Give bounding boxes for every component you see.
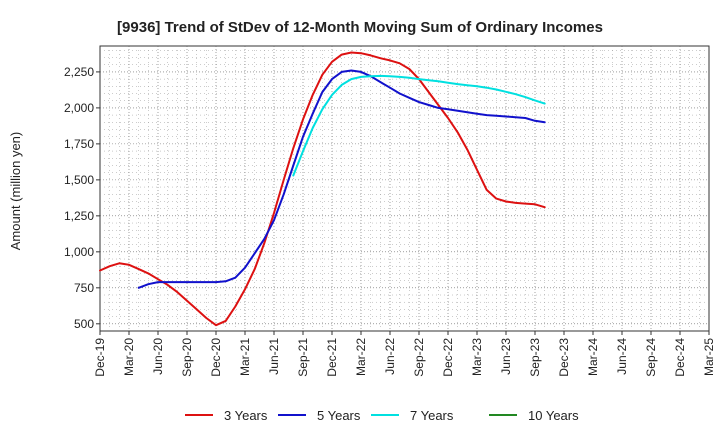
- x-tick-label: Mar-21: [238, 338, 252, 376]
- x-tick-label: Sep-24: [644, 338, 658, 377]
- y-tick-label: 500: [74, 317, 94, 331]
- x-axis: Dec-19 Mar-20 Jun-20 Sep-20 Dec-20 Mar-21 Jun-…: [93, 331, 716, 377]
- series-group: [99, 51, 546, 327]
- x-tick-label: Jun-20: [151, 338, 165, 375]
- x-tick-label: Sep-22: [412, 338, 426, 377]
- y-axis-label: Amount (million yen): [8, 132, 23, 251]
- x-tick-label: Dec-23: [557, 338, 571, 377]
- series-line-7-years: [292, 74, 546, 177]
- legend-label: 3 Years: [224, 408, 268, 423]
- y-tick-label: 1,500: [64, 173, 94, 187]
- x-tick-label: Sep-21: [296, 338, 310, 377]
- x-tick-label: Mar-20: [122, 338, 136, 376]
- x-tick-label: Jun-24: [615, 338, 629, 375]
- legend-label: 7 Years: [410, 408, 454, 423]
- x-tick-label: Mar-23: [470, 338, 484, 376]
- x-tick-label: Jun-23: [499, 338, 513, 375]
- y-axis: 500 750 1,000 1,250 1,500 1,750 2,000 2,250: [64, 65, 100, 331]
- y-tick-label: 1,750: [64, 137, 94, 151]
- x-tick-label: Sep-20: [180, 338, 194, 377]
- series-line-3-years: [99, 51, 546, 327]
- x-tick-label: Mar-24: [586, 338, 600, 376]
- y-tick-label: 1,250: [64, 209, 94, 223]
- plot-border: [99, 45, 710, 332]
- grid: [100, 46, 709, 331]
- y-tick-label: 2,000: [64, 101, 94, 115]
- y-tick-label: 750: [74, 281, 94, 295]
- x-tick-label: Jun-21: [267, 338, 281, 375]
- y-tick-label: 1,000: [64, 245, 94, 259]
- x-tick-label: Jun-22: [383, 338, 397, 375]
- x-tick-label: Dec-21: [325, 338, 339, 377]
- legend-label: 5 Years: [317, 408, 361, 423]
- x-tick-label: Dec-22: [441, 338, 455, 377]
- x-tick-label: Mar-22: [354, 338, 368, 376]
- plot-area: [99, 45, 710, 332]
- y-tick-label: 2,250: [64, 65, 94, 79]
- x-tick-label: Mar-25: [702, 338, 716, 376]
- x-tick-label: Dec-24: [673, 338, 687, 377]
- legend-label: 10 Years: [528, 408, 579, 423]
- legend: 3 Years 5 Years 7 Years 10 Years: [185, 408, 579, 423]
- chart-title: [9936] Trend of StDev of 12-Month Moving…: [117, 19, 603, 36]
- series-line-5-years: [137, 69, 546, 289]
- x-tick-label: Dec-20: [209, 338, 223, 377]
- x-tick-label: Dec-19: [93, 338, 107, 377]
- x-tick-label: Sep-23: [528, 338, 542, 377]
